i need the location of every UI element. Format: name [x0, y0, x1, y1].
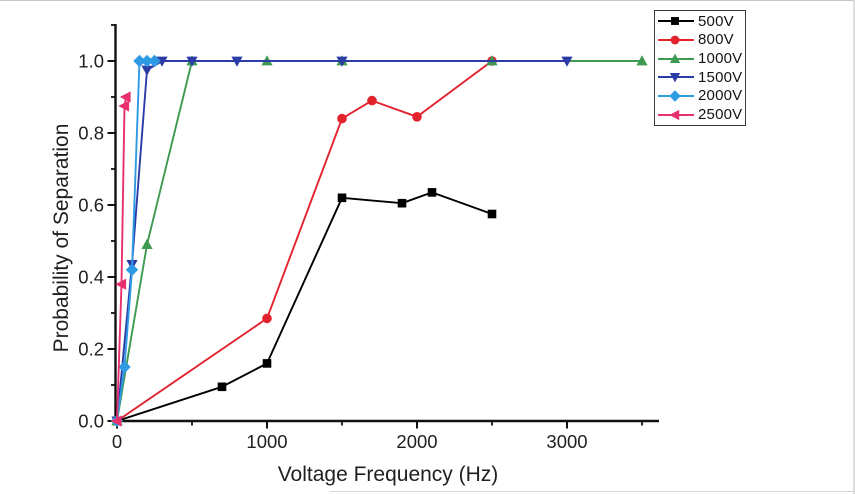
marker-circle [412, 112, 422, 122]
legend-item-1000V: 1000V [658, 50, 745, 68]
marker-triangle-left [119, 91, 131, 103]
marker-triangle-up [669, 53, 681, 63]
y-tick-label: 0.0 [78, 411, 104, 432]
marker-circle [367, 95, 377, 106]
axis-ticks [107, 24, 643, 429]
x-axis-title: Voltage Frequency (Hz) [277, 463, 499, 486]
x-tick-label: 3000 [546, 431, 587, 452]
y-tick-label: 1.0 [78, 51, 104, 72]
y-tick-label: 0.4 [78, 267, 104, 288]
legend-label: 1000V [698, 50, 743, 68]
y-tick-label: 0.8 [78, 123, 104, 144]
marker-square [671, 17, 679, 26]
legend-item-500V: 500V [658, 12, 745, 30]
marker-triangle-down [231, 56, 243, 67]
marker-circle [262, 313, 272, 324]
marker-diamond [118, 360, 131, 374]
series-1500V [111, 56, 573, 427]
marker-triangle-down [669, 73, 681, 83]
y-tick-labels: 0.0 0.2 0.4 0.6 0.8 1.0 [78, 51, 104, 432]
legend-swatch-diamond-icon [658, 90, 694, 102]
y-axis-title: Probability of Separation [50, 123, 73, 353]
marker-triangle-left [115, 278, 127, 290]
series-2500V [110, 91, 131, 427]
marker-triangle-left [110, 415, 122, 427]
x-tick-label: 0 [112, 431, 122, 452]
legend: 500V 800V 1000V 1500V 2000V 2500V [654, 10, 746, 126]
legend-label: 500V [698, 12, 734, 30]
marker-triangle-down [156, 56, 168, 67]
legend-item-2500V: 2500V [658, 106, 745, 124]
legend-swatch-triangle-down-icon [658, 73, 694, 83]
marker-diamond [140, 54, 154, 68]
legend-swatch-square-icon [658, 17, 694, 26]
series-800V [112, 56, 497, 426]
x-tick-label: 1000 [246, 431, 287, 452]
marker-triangle-down [336, 56, 348, 67]
legend-label: 2000V [698, 87, 743, 105]
legend-item-2000V: 2000V [658, 87, 745, 105]
marker-triangle-up [141, 238, 153, 249]
legend-item-1500V: 1500V [658, 68, 745, 86]
marker-square [262, 359, 272, 368]
legend-swatch-triangle-left-icon [658, 109, 694, 120]
marker-triangle-left [669, 109, 680, 120]
marker-triangle-down [186, 56, 198, 67]
x-tick-label: 2000 [396, 431, 437, 452]
marker-diamond [148, 54, 161, 68]
marker-triangle-left [118, 100, 130, 112]
marker-square [487, 209, 497, 219]
y-tick-label: 0.2 [78, 339, 104, 360]
marker-circle [337, 113, 347, 124]
series-line-800V [116, 60, 493, 422]
marker-triangle-down [561, 56, 573, 67]
series-line-2500V [116, 96, 127, 422]
marker-square [427, 188, 437, 197]
series-line-500V [116, 191, 493, 422]
scan-artifact-right-edge [853, 0, 855, 494]
legend-label: 1500V [698, 68, 743, 86]
marker-diamond [125, 263, 139, 276]
marker-circle [670, 35, 680, 45]
y-tick-label: 0.6 [78, 195, 104, 216]
legend-swatch-triangle-up-icon [658, 53, 694, 63]
marker-square [337, 193, 347, 203]
scan-artifact-top-edge [0, 0, 855, 1]
legend-label: 2500V [698, 106, 743, 124]
legend-item-800V: 800V [658, 31, 745, 49]
legend-label: 800V [698, 31, 734, 49]
marker-diamond [669, 90, 681, 102]
series-500V [112, 188, 497, 426]
legend-swatch-circle-icon [658, 35, 694, 45]
marker-square [397, 198, 407, 208]
marker-diamond [133, 54, 146, 68]
scan-artifact-bottom-edge [330, 491, 855, 492]
axes [114, 24, 659, 423]
marker-triangle-down [141, 65, 153, 76]
marker-square [217, 382, 227, 392]
series-line-1500V [116, 60, 567, 422]
marker-triangle-up [636, 55, 648, 66]
x-tick-labels: 0 1000 2000 3000 [112, 431, 588, 452]
